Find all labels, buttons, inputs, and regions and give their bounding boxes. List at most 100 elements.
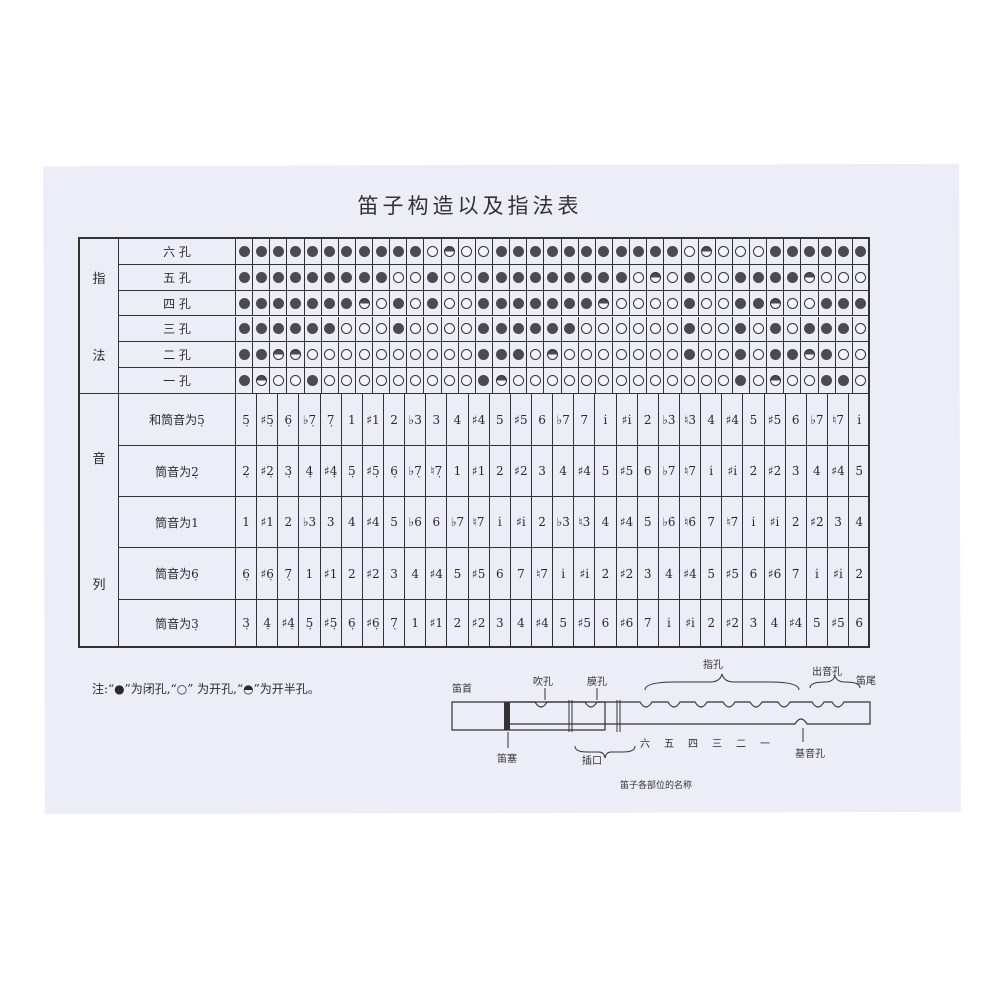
closed-hole-icon [615, 271, 627, 283]
half-open-hole-icon [495, 375, 507, 387]
closed-hole-icon [289, 245, 301, 257]
note-cell: ♮7 [532, 548, 554, 599]
closed-hole-icon [786, 349, 798, 361]
note-cell: 6̇ [786, 394, 807, 445]
note-cell: 7̇ [701, 497, 723, 547]
label-tail: 笛尾 [856, 676, 876, 687]
open-hole-icon [324, 375, 336, 387]
closed-hole-icon [512, 297, 524, 309]
closed-hole-icon [512, 323, 524, 335]
fingering-cell [373, 316, 391, 343]
fingering-cell [664, 368, 682, 394]
fingering-cell [835, 264, 853, 291]
fingering-cell [510, 316, 528, 343]
open-hole-icon [701, 297, 713, 309]
closed-hole-icon [307, 375, 319, 387]
open-hole-icon [855, 323, 867, 335]
open-hole-icon [461, 271, 473, 283]
fingering-cell [681, 316, 699, 343]
open-hole-icon [718, 245, 730, 257]
closed-hole-icon [546, 297, 558, 309]
open-hole-icon [444, 323, 456, 335]
scale-row: 2̣ ♯2̣ 3̣ 4̣ ♯4̣ 5̣ ♯5̣ 6̣ ♭7̣ ♮7̣ 1 ♯1 2 ♯2 3 4 ♯4 5 ♯5 6 ♭… [236, 446, 871, 497]
fingering-cell [681, 342, 699, 369]
hole-numbers: 六五四三二一 [640, 735, 770, 750]
note-cell: 6 [595, 600, 617, 646]
note-cell: 6 [426, 497, 448, 547]
closed-hole-icon [289, 271, 301, 283]
open-hole-icon [684, 375, 696, 387]
sound-holes-brace [809, 674, 861, 689]
open-hole-icon [529, 375, 541, 387]
fingering-cell [784, 264, 802, 291]
closed-hole-icon [324, 297, 336, 309]
note-cell: ♯5 [469, 548, 490, 599]
open-hole-icon [632, 375, 644, 387]
closed-hole-icon [564, 271, 576, 283]
open-hole-icon [529, 349, 541, 361]
fingering-cell [304, 368, 322, 394]
fingering-cell [441, 239, 459, 265]
legend-note: 注:“●”为闭孔,“○” 为开孔,“◓”为开半孔。 [92, 682, 320, 696]
closed-hole-icon [427, 271, 439, 283]
fingering-cell [253, 316, 271, 343]
fingering-cell [818, 239, 836, 265]
fingering-cell [698, 342, 716, 369]
fingering-cell [612, 342, 631, 369]
closed-hole-icon [255, 349, 267, 361]
fingering-cell [304, 342, 322, 369]
note-cell: 2̇ [701, 600, 723, 646]
closed-hole-icon [581, 245, 593, 257]
open-hole-icon [821, 271, 833, 283]
open-hole-icon [855, 271, 867, 283]
scales-group-label: 音 列 [80, 394, 119, 646]
fingering-cell [321, 264, 339, 291]
closed-hole-icon [255, 297, 267, 309]
fingering-cell [561, 290, 579, 317]
fingering-cell [732, 316, 751, 343]
fingering-cell [390, 264, 408, 291]
fingering-cell [732, 239, 751, 265]
scale-row-label: 筒音为6̣ [119, 548, 236, 600]
open-hole-icon [598, 323, 610, 335]
closed-hole-icon [255, 271, 267, 283]
fingering-cell [287, 316, 305, 343]
closed-hole-icon [838, 297, 850, 309]
closed-hole-icon [427, 297, 439, 309]
closed-hole-icon [529, 297, 541, 309]
fingering-cell [355, 316, 374, 343]
note-cell: 6 [532, 394, 554, 445]
note-cell: ♭6̇ [659, 497, 680, 547]
fingering-cell [527, 290, 545, 317]
closed-hole-icon [838, 245, 850, 257]
fingering-cell [681, 264, 699, 291]
open-hole-icon [461, 297, 473, 309]
open-hole-icon [581, 375, 593, 387]
scale-row-label: 和筒音为5̣ [119, 394, 236, 446]
closed-hole-icon [307, 271, 319, 283]
fingering-cell [801, 368, 819, 394]
open-hole-icon [564, 349, 576, 361]
closed-hole-icon [735, 323, 747, 335]
half-open-hole-icon [804, 271, 816, 283]
open-hole-icon [307, 349, 319, 361]
open-hole-icon [649, 297, 661, 309]
fingering-cell [767, 342, 785, 369]
note-cell: ♭7̣ [405, 446, 427, 496]
open-hole-icon [341, 323, 353, 335]
fingering-cell [270, 290, 288, 317]
note-cell: 5̇ [638, 497, 659, 547]
fingering-cell [510, 290, 528, 317]
fingering-cell [612, 368, 631, 394]
fingering-cell [475, 239, 494, 265]
fingering-cell [801, 290, 819, 317]
note-cell: 5̇ [849, 446, 871, 496]
fingering-cell [561, 342, 579, 369]
open-hole-icon [735, 245, 747, 257]
note-cell: 4 [511, 600, 532, 646]
label-head: 笛首 [452, 684, 472, 695]
note-cell: ♯4 [426, 548, 448, 599]
fingering-cell [475, 264, 494, 291]
note-cell: ♯i̇ [511, 497, 532, 547]
open-hole-icon [718, 297, 730, 309]
